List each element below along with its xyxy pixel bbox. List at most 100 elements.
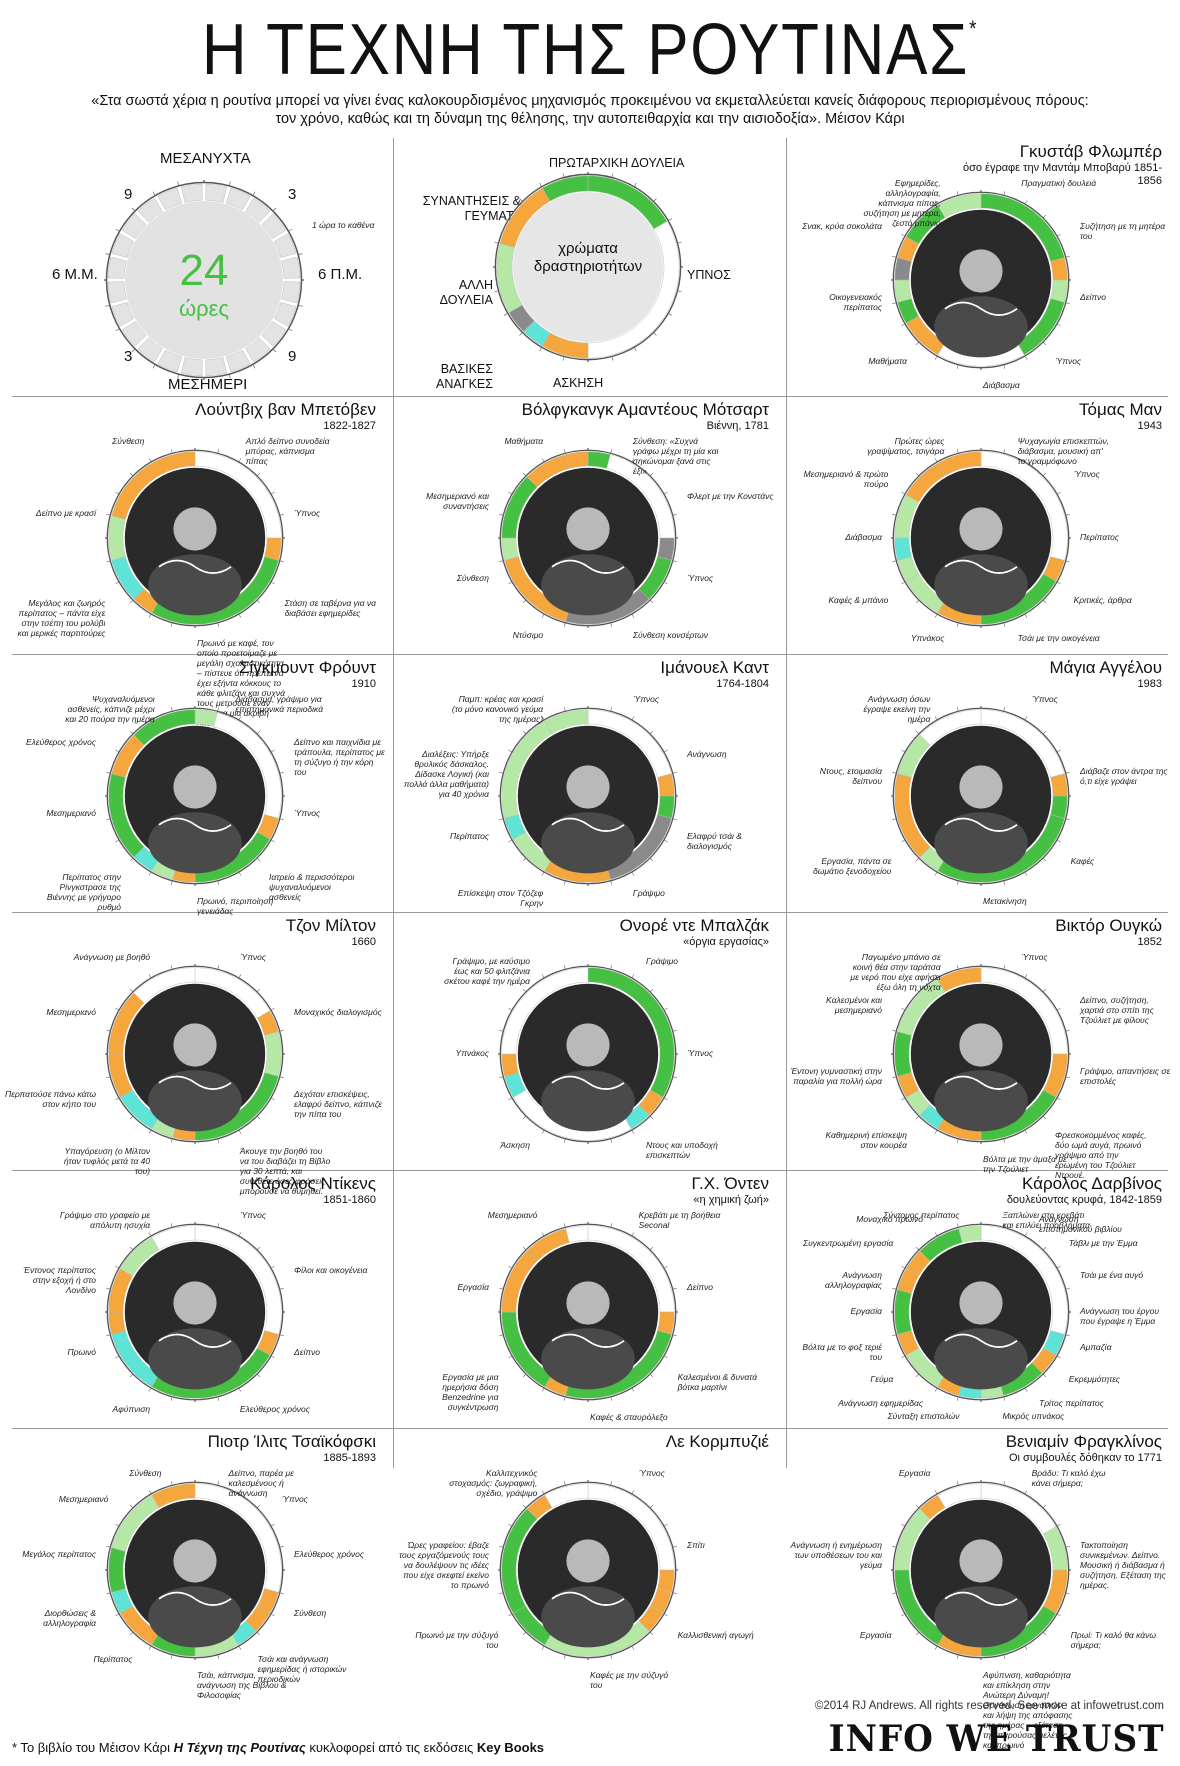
activity-label: Διάβασμα (983, 380, 1020, 391)
hour-tick (271, 1007, 275, 1011)
hour-tick (562, 356, 565, 361)
routine-segment-work (657, 795, 675, 819)
activity-label: Κριτικές, άρθρα (1073, 594, 1132, 605)
hour-tick (610, 1139, 613, 1143)
hour-tick (892, 1076, 896, 1079)
activity-label: Ύπνος (1054, 355, 1082, 366)
activity-label: Συγκεντρωμένη εργασία (802, 1237, 894, 1248)
activity-label: Γράψιμο (632, 888, 665, 899)
person-period: δουλεύοντας κρυφά, 1842-1859 (1006, 1194, 1162, 1206)
hour-tick (238, 872, 242, 876)
routine-segment-ring-track (261, 321, 287, 347)
signature-icon (158, 1591, 232, 1606)
routine-panel: Λε Κορμπυζιέ Ύπνος Σπίτι Καλλισθενική αγωγή… (393, 1428, 783, 1690)
hour-tick (217, 623, 220, 627)
hour-tick (271, 1523, 275, 1527)
hour-tick (610, 1655, 613, 1659)
hour-tick (129, 1632, 133, 1636)
hour-tick (1024, 614, 1028, 618)
hour-tick (934, 458, 938, 462)
hour-tick (634, 182, 637, 187)
routine-panel: Κάρολος Δαρβίνος δουλεύοντας κρυφά, 1842-… (786, 1170, 1176, 1428)
portrait-body (541, 1328, 635, 1390)
hour-tick (148, 716, 152, 720)
hour-tick (115, 1097, 119, 1101)
activity-label: Καφές (1070, 856, 1095, 867)
routine-segment-work (894, 1031, 912, 1077)
hour-tick (915, 342, 919, 346)
ring-outline (499, 965, 677, 1143)
portrait-face (959, 1023, 1003, 1067)
ring-outline (892, 449, 1070, 627)
hour-tick (1043, 858, 1047, 862)
hour-tick (1057, 581, 1061, 585)
portrait-body (934, 1328, 1028, 1390)
hour-tick (1057, 323, 1061, 327)
activity-label: Ύπνος (687, 1048, 714, 1058)
ring-outline (892, 707, 1070, 885)
hour-tick (238, 1130, 242, 1134)
person-name: Βενιαμίν Φραγκλίνος (1005, 1432, 1162, 1451)
hour-tick (129, 1246, 133, 1250)
activity-label: Τσάι με ένα αυγό (1080, 1269, 1144, 1280)
hour-tick (170, 1223, 173, 1227)
activity-label: Περίπατος (93, 1653, 133, 1664)
hour-tick (664, 1265, 668, 1269)
activity-label: Φρεσκοκομμένος καφές, δύο ωμά αυγά, πρωι… (1054, 1129, 1147, 1180)
hour-tick (1066, 1334, 1070, 1337)
ring-outline (892, 965, 1070, 1143)
hour-tick (257, 1116, 261, 1120)
hour-tick (892, 302, 896, 305)
hour-tick (1003, 365, 1006, 369)
hour-tick (508, 1613, 512, 1617)
activity-label: Ντύσιμο (512, 630, 544, 641)
hour-tick (238, 614, 242, 618)
activity-label: Μεσημεριανό & πρώτο πούρο (803, 469, 889, 490)
person-period: «η χημική ζωή» (693, 1194, 769, 1206)
routine-segment-meals (657, 1311, 675, 1335)
hour-tick (503, 218, 508, 221)
activity-label: Τάβλι με την Έμμα (1068, 1237, 1138, 1248)
hour-tick (238, 458, 242, 462)
hour-tick (129, 1504, 133, 1508)
activity-label: Μικρός υπνάκος (1002, 1410, 1065, 1421)
activity-label: Σνακ, κρύα σοκολάτα (802, 220, 882, 231)
hour-tick (217, 1139, 220, 1143)
portrait-body (934, 296, 1028, 358)
person-period: Οι συμβουλές δόθηκαν το 1771 (1008, 1452, 1162, 1464)
hour-tick (892, 1029, 896, 1032)
hour-tick (1066, 1592, 1070, 1595)
activity-label: Καλλισθενική αγωγή (677, 1630, 754, 1641)
hour-tick (522, 472, 526, 476)
hour-tick (115, 228, 120, 232)
routine-segment-sleep (937, 1483, 982, 1508)
routine-segment-sleep (133, 967, 196, 1004)
activity-label: Ύπνος (294, 808, 321, 819)
ring-outline (892, 1481, 1070, 1659)
activity-label: Μεγάλος περίπατος (22, 1548, 96, 1559)
activity-label: Δείπνο (294, 1346, 320, 1357)
hour-tick (519, 332, 523, 336)
activity-label: Συζήτηση με τη μητέρα του (1079, 220, 1166, 241)
activity-label: Ψυχαναλυόμενοι ασθενείς, κάπνιζε μέχρι κ… (65, 694, 155, 724)
portrait-face (173, 1539, 217, 1583)
portrait-face (566, 1023, 610, 1067)
hour-tick (956, 365, 959, 369)
hour-tick (177, 374, 179, 379)
hour-tick (631, 716, 635, 720)
hour-tick (1057, 1355, 1061, 1359)
legend-exercise: ΑΣΚΗΣΗ (553, 376, 604, 390)
activity-label: Ύπνος (294, 508, 321, 519)
hour-tick (257, 858, 261, 862)
hour-tick (257, 600, 261, 604)
hour-tick (631, 1490, 635, 1494)
hour-tick (956, 1655, 959, 1659)
activity-label: Δείπνο και παιχνίδια με τράπουλα, περίπα… (293, 736, 385, 777)
hour-tick (508, 749, 512, 753)
hour-tick (115, 328, 120, 332)
activity-label: Έντονη γυμναστική στην παραλία για πολλή… (790, 1066, 882, 1087)
hours-word: ώρες (178, 296, 230, 321)
activity-label: Τσάι και ανάγνωση εφημερίδας ή ιστορικών… (257, 1653, 347, 1684)
hour-tick (217, 881, 220, 885)
hour-tick (1043, 600, 1047, 604)
